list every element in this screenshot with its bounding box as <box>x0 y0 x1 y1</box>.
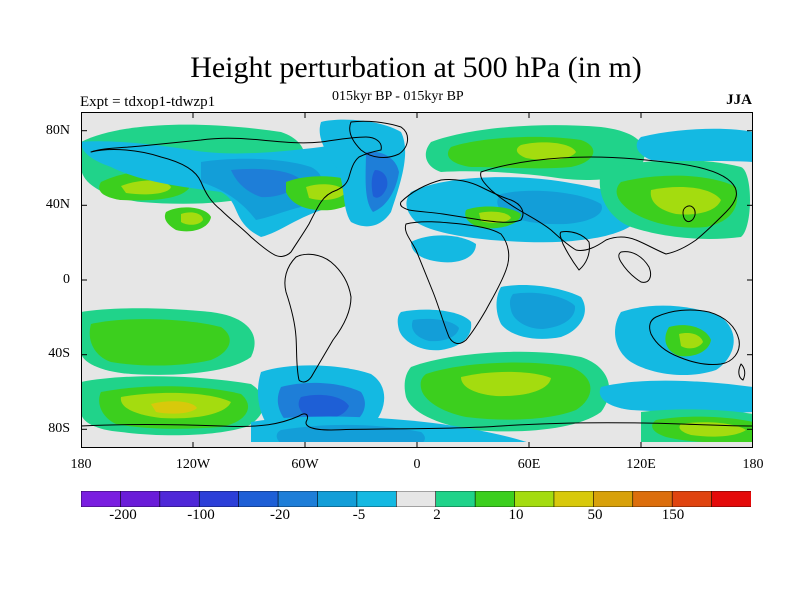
coastlines <box>81 120 753 431</box>
positive-center-mediterranean <box>479 211 511 223</box>
colorbar-label-2: 2 <box>433 507 441 523</box>
colorbar <box>81 491 751 507</box>
experiment-label: Expt = tdxop1-tdwzp1 <box>80 94 216 110</box>
positive-center-n-pacific <box>121 180 171 195</box>
positive-core-s-pacific <box>89 319 230 366</box>
lat-label-0: 0 <box>63 272 70 287</box>
lon-label-0: 0 <box>413 457 421 472</box>
colorbar-label-minus200: -200 <box>109 507 137 523</box>
negative-core-s-atlantic-mid <box>411 318 459 342</box>
lon-label-180e: 180 <box>742 457 764 472</box>
chart-subtitle: 015kyr BP - 015kyr BP <box>332 89 464 104</box>
positive-center-atlantic-w <box>306 184 346 200</box>
lat-label-80n: 80N <box>45 123 70 138</box>
negative-band-n-africa <box>411 235 476 263</box>
colorbar-swatch <box>632 491 673 507</box>
colorbar-label-minus100: -100 <box>187 507 215 523</box>
coast-southeast-asia <box>618 251 652 283</box>
colorbar-label-10: 10 <box>508 507 524 523</box>
lat-label-40s: 40S <box>48 346 70 361</box>
coast-japan <box>682 205 696 223</box>
coast-australia <box>649 309 740 365</box>
coast-greenland <box>349 120 408 158</box>
colorbar-swatch <box>474 491 516 507</box>
colorbar-swatch <box>395 491 437 507</box>
colorbar-label-50: 50 <box>587 507 603 523</box>
positive-center-s-indian <box>461 371 551 397</box>
lon-label-60e: 60E <box>517 457 541 472</box>
coast-india <box>559 231 590 271</box>
positive-peak-s-pacific-south <box>151 401 197 414</box>
positive-center-eurasia-north <box>516 142 576 160</box>
coast-asia <box>480 156 737 255</box>
colorbar-swatch <box>553 491 595 507</box>
positive-center-mid-pacific <box>181 212 203 225</box>
colorbar-label-minus20: -20 <box>270 507 290 523</box>
colorbar-swatch <box>159 491 201 507</box>
negative-center-atlantic <box>371 170 388 198</box>
lon-label-60w: 60W <box>291 457 319 472</box>
colorbar-swatch <box>593 491 634 507</box>
coast-antarctica <box>81 413 753 431</box>
colorbar-swatch <box>120 491 161 507</box>
positive-center-n-w-pacific <box>650 187 721 215</box>
colorbar-swatch <box>711 491 751 507</box>
lon-label-180w: 180 <box>70 457 92 472</box>
colorbar-label-150: 150 <box>661 507 685 523</box>
colorbar-swatch <box>317 491 358 507</box>
colorbar-swatch <box>198 491 240 507</box>
lon-label-120w: 120W <box>175 457 211 472</box>
colorbar-swatch <box>277 491 319 507</box>
positive-center-australia <box>679 332 703 349</box>
negative-band-arctic-e <box>636 128 753 162</box>
colorbar-swatch <box>81 491 122 507</box>
colorbar-swatch <box>435 491 476 507</box>
coast-north-america <box>90 136 382 257</box>
coast-new-zealand <box>738 363 746 381</box>
negative-core-eurasia <box>497 190 602 225</box>
colorbar-swatch <box>238 491 279 507</box>
season-label: JJA <box>726 92 752 108</box>
negative-core-indian-mid <box>509 292 576 329</box>
coast-africa <box>404 221 510 345</box>
colorbar-swatch <box>356 491 398 507</box>
negative-band-s-ocean-e <box>599 380 753 413</box>
lon-label-120e: 120E <box>626 457 656 472</box>
tick-marks <box>81 112 753 448</box>
coast-south-america <box>284 253 352 383</box>
lat-label-80s: 80S <box>48 421 70 436</box>
chart-title: Height perturbation at 500 hPa (in m) <box>190 51 642 84</box>
colorbar-swatch <box>671 491 713 507</box>
height-perturbation-map <box>81 112 753 448</box>
negative-center-north-america <box>231 168 301 198</box>
nh-anomaly-fields <box>81 119 753 263</box>
negative-center-s-atlantic <box>298 394 349 420</box>
lat-label-40n: 40N <box>45 197 70 212</box>
coast-europe <box>400 179 524 223</box>
colorbar-swatch <box>514 491 555 507</box>
colorbar-label-minus5: -5 <box>352 507 366 523</box>
